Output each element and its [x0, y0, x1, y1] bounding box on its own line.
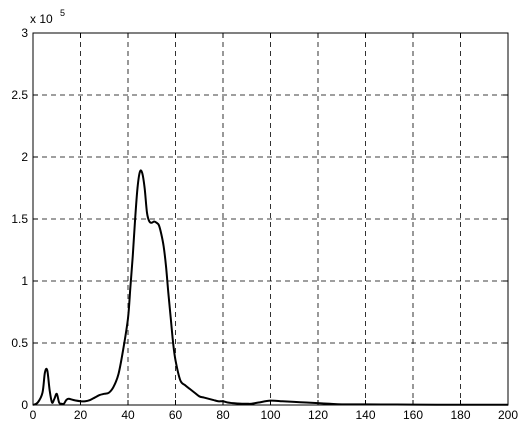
x-tick-label: 80 [216, 408, 230, 422]
y-tick-label: 3 [21, 26, 28, 40]
y-exponent-label: x 10 [30, 12, 53, 26]
y-tick-label: 1.5 [11, 212, 28, 226]
x-tick-label: 20 [74, 408, 88, 422]
series-layer [32, 169, 509, 406]
y-exponent-power: 5 [60, 8, 65, 18]
x-tick-label: 0 [30, 408, 37, 422]
y-tick-label: 0.5 [11, 336, 28, 350]
y-tick-label: 1 [21, 274, 28, 288]
x-tick-label: 140 [355, 408, 375, 422]
x-tick-label: 160 [403, 408, 423, 422]
x-tick-label: 40 [121, 408, 135, 422]
x-tick-label: 120 [308, 408, 328, 422]
series-line [32, 169, 509, 406]
grid-lines [33, 33, 508, 405]
y-tick-label: 0 [21, 398, 28, 412]
y-tick-label: 2.5 [11, 88, 28, 102]
x-tick-label: 200 [498, 408, 518, 422]
x-tick-label: 100 [260, 408, 280, 422]
plot-area-frame [32, 32, 509, 406]
x-tick-label: 180 [450, 408, 470, 422]
x-tick-label: 60 [169, 408, 183, 422]
tick-labels: 0 20 40 60 80 100 120 140 160 180 200 0 0.5 1 1.5 2 2.5 3 [11, 26, 518, 422]
y-tick-label: 2 [21, 150, 28, 164]
